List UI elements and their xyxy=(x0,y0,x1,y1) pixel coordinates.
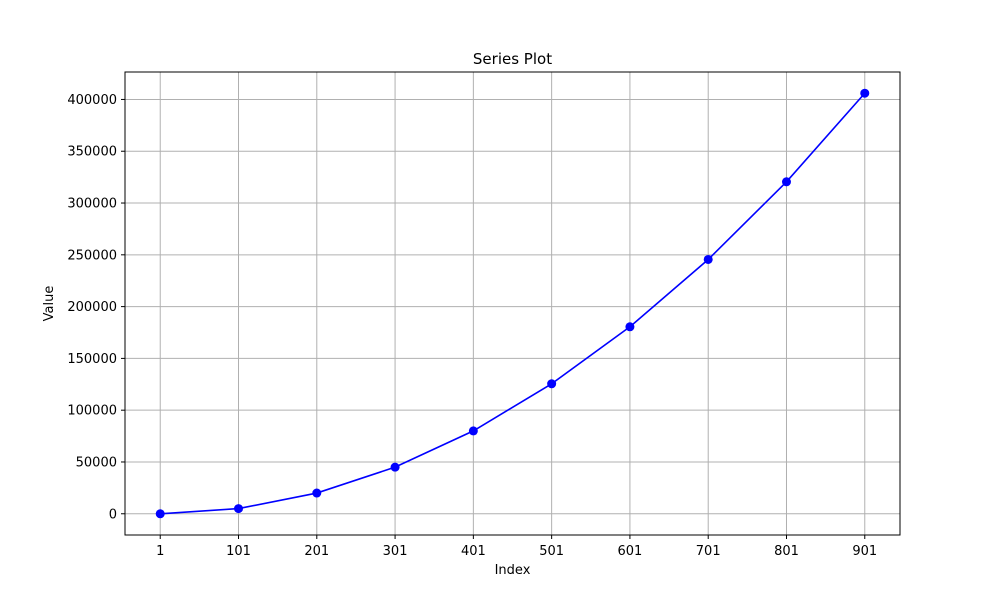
data-point xyxy=(625,322,635,332)
x-axis-label: Index xyxy=(495,563,531,578)
x-tick-label: 201 xyxy=(304,544,329,559)
data-point xyxy=(703,254,713,264)
y-tick-label: 0 xyxy=(109,507,117,522)
y-tick-label: 200000 xyxy=(67,300,117,315)
chart-title: Series Plot xyxy=(473,50,552,68)
x-tick-label: 801 xyxy=(774,544,799,559)
data-point xyxy=(547,379,557,389)
data-point xyxy=(155,509,165,519)
x-axis-ticks: 1 101 201 301 401 501 601 701 801 901 xyxy=(156,535,877,559)
data-point xyxy=(781,177,791,187)
x-tick-label: 401 xyxy=(461,544,486,559)
x-tick-label: 701 xyxy=(696,544,721,559)
plot-area-frame xyxy=(124,71,901,536)
series-layer xyxy=(155,88,870,519)
x-tick-label: 501 xyxy=(539,544,564,559)
data-point xyxy=(312,488,322,498)
y-tick-label: 150000 xyxy=(67,352,117,367)
x-tick-label: 1 xyxy=(156,544,164,559)
data-point xyxy=(468,426,478,436)
y-axis-ticks: 0 50000 100000 150000 200000 250000 300000 3500… xyxy=(67,93,125,522)
y-tick-label: 250000 xyxy=(67,248,117,263)
y-tick-label: 50000 xyxy=(76,455,117,470)
data-point xyxy=(234,504,244,514)
y-axis-label: Value xyxy=(42,286,57,322)
x-tick-label: 301 xyxy=(383,544,408,559)
x-tick-label: 601 xyxy=(618,544,643,559)
grid xyxy=(125,72,900,535)
y-tick-label: 350000 xyxy=(67,145,117,160)
y-tick-label: 400000 xyxy=(67,93,117,108)
x-tick-label: 901 xyxy=(852,544,877,559)
y-tick-label: 100000 xyxy=(67,404,117,419)
data-point xyxy=(390,462,400,472)
data-point xyxy=(860,88,870,98)
x-tick-label: 101 xyxy=(226,544,251,559)
y-tick-label: 300000 xyxy=(67,197,117,212)
series-line xyxy=(160,92,866,515)
